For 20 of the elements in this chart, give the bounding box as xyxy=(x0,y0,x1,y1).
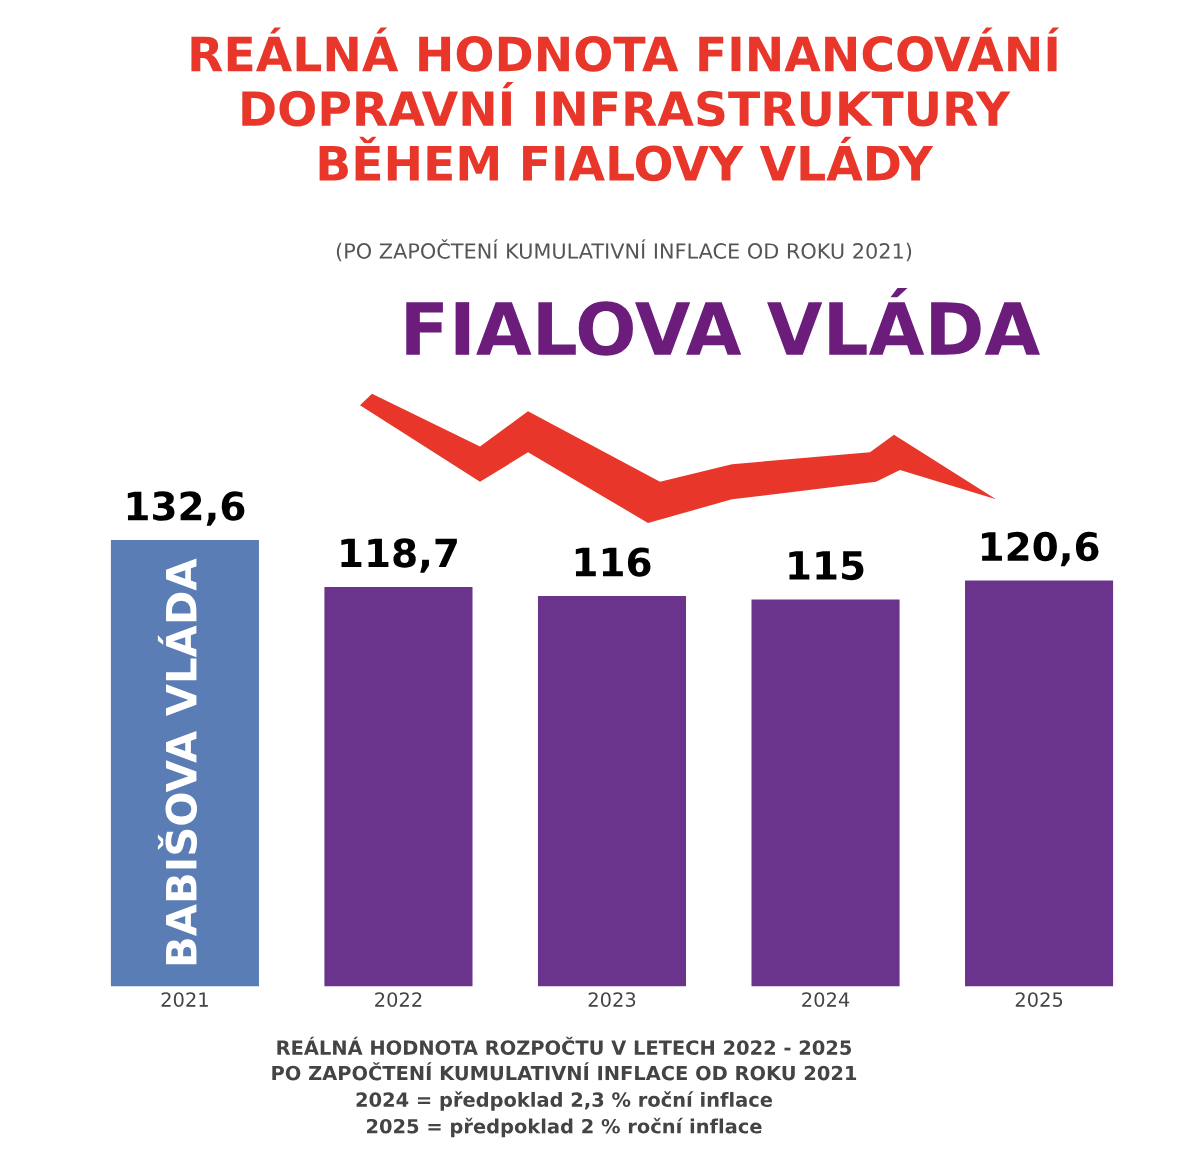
bar xyxy=(536,594,688,987)
x-tick-label: 2022 xyxy=(375,992,422,1007)
x-tick-label: 2021 xyxy=(161,992,208,1007)
chart-title: REÁLNÁ HODNOTA FINANCOVÁNÍ DOPRAVNÍ INFRASTRUKTURY BĚHEM FIALOVY VLÁDY xyxy=(191,27,1060,182)
data-label: 116 xyxy=(575,547,651,577)
x-tick-label: 2024 xyxy=(802,992,850,1007)
data-label: 120,6 xyxy=(981,531,1099,567)
bar xyxy=(963,579,1115,987)
x-tick-label: 2023 xyxy=(588,992,636,1007)
bar xyxy=(750,598,901,987)
data-label: 118,7 xyxy=(341,538,457,573)
text: REÁLNÁ HODNOTA ROZPOČTU V LETECH 2022 - 2025 PO ZAPOČTENÍ KUMULATIVNÍ INFLACE OD ROKU 2021 2024 = předpoklad 2,3 % roční inflace 2025 = předpoklad 2 % roční inflace xyxy=(272,1036,857,1138)
data-label: 132,6 xyxy=(127,491,245,526)
data-label: 115 xyxy=(789,551,864,581)
x-tick-label: 2025 xyxy=(1015,992,1063,1007)
bar xyxy=(109,538,261,987)
chart-subtitle: (PO ZAPOČTENÍ KUMULATIVNÍ INFLACE OD ROKU 2021) xyxy=(336,239,912,262)
annotation: BABIŠOVA VLÁDA xyxy=(157,558,198,965)
text: FIALOVA VLÁDA xyxy=(406,287,1041,356)
bar xyxy=(323,585,474,987)
